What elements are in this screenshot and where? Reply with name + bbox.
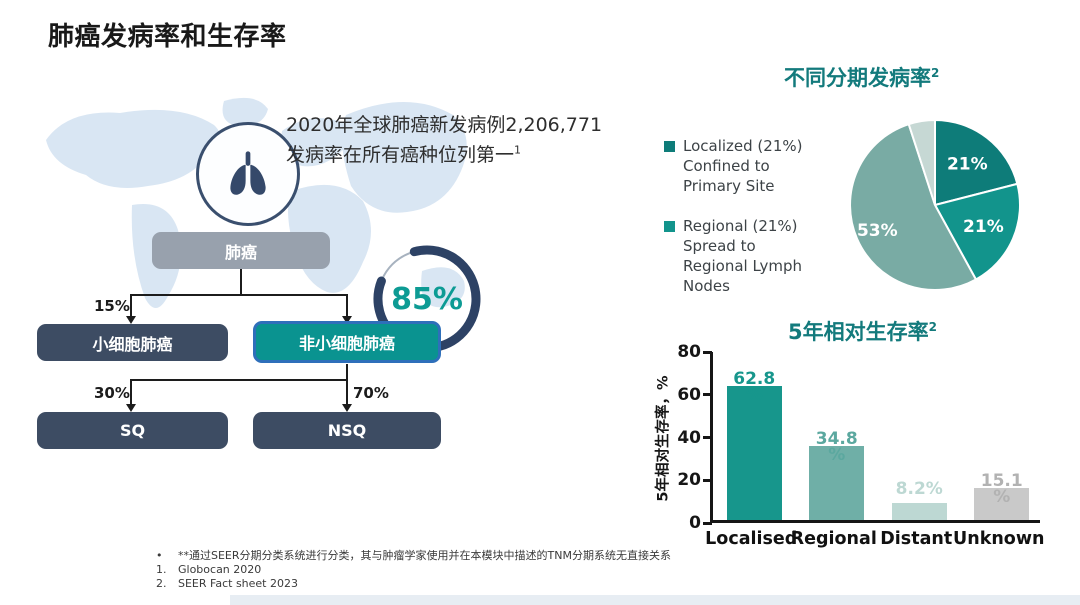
- legend-label: Localized (21%) Confined to Primary Site: [683, 137, 803, 195]
- bar-distant: [891, 502, 947, 520]
- footnote-ref-1: 1: [514, 144, 522, 158]
- pct-sclc: 15%: [94, 297, 130, 315]
- x-axis-label-distant: Distant: [880, 529, 953, 549]
- footnote-ref-2: 2: [928, 320, 937, 334]
- bottom-edge-strip: [230, 595, 1080, 605]
- flow-node-lung-cancer: 肺癌: [152, 232, 330, 269]
- flow-node-nsq: NSQ: [253, 412, 441, 449]
- world-map-image: [46, 97, 467, 309]
- connector-line: [346, 294, 348, 316]
- stage-chart-title: 不同分期发病率2: [784, 66, 940, 90]
- footnote-row: 1. Globocan 2020: [156, 563, 671, 577]
- footnote-ref-2: 2: [931, 66, 940, 80]
- stage-pie-chart: 21% 21% 53%: [849, 118, 1021, 291]
- overview-text: 2020年全球肺癌新发病例2,206,771 发病率在所有癌种位列第一1: [286, 110, 666, 171]
- legend-swatch-icon: [664, 221, 675, 233]
- x-axis-label-regional: Regional: [790, 529, 877, 549]
- legend-item: Regional (21%) Spread to Regional Lymph Nod…: [664, 217, 849, 296]
- connector-line: [346, 364, 348, 380]
- y-tick-label: 0: [689, 513, 701, 533]
- footnote-text: **通过SEER分期分类系统进行分类，其与肿瘤学家使用并在本模块中描述的TNM分…: [178, 549, 671, 562]
- connector-line: [130, 379, 132, 404]
- bar-value-label: 62.8%: [733, 368, 776, 405]
- arrow-down-icon: [126, 316, 136, 324]
- x-axis-label-localised: Localised: [705, 529, 798, 549]
- stage-pie-legend: Localized (21%) Confined to Primary Site Re…: [664, 137, 849, 318]
- legend-swatch-icon: [664, 141, 675, 152]
- bar-value-label: 34.8%: [815, 428, 858, 465]
- survival-bar-chart: 0 20 40 60 80 62.8% 34.8% 8.2% 15.1%: [677, 342, 1040, 533]
- bar-unknown: [974, 487, 1030, 520]
- bar-value-label: 8.2%: [895, 479, 943, 500]
- nsclc-share-value: 85%: [391, 281, 463, 317]
- y-tick-label: 40: [677, 427, 701, 448]
- arrow-down-icon: [126, 404, 136, 412]
- pie-slice-label: 53%: [857, 221, 898, 241]
- footnote-text: SEER Fact sheet 2023: [178, 577, 298, 590]
- connector-line: [130, 294, 348, 296]
- footnote-text: Globocan 2020: [178, 563, 262, 576]
- footnote-row: 2. SEER Fact sheet 2023: [156, 577, 671, 591]
- pct-sq: 30%: [94, 384, 130, 402]
- overview-line2: 发病率在所有癌种位列第一1: [286, 144, 522, 167]
- footnote-marker: 1.: [156, 563, 167, 576]
- pie-slice-0: [934, 118, 1019, 207]
- arrow-down-icon: [342, 316, 352, 324]
- connector-line: [130, 379, 348, 381]
- pie-slice-1: [933, 182, 1021, 281]
- connector-line: [240, 269, 242, 295]
- y-tick-mark: [703, 436, 712, 439]
- flow-node-sclc: 小细胞肺癌: [37, 324, 228, 361]
- lungs-icon: [196, 122, 300, 226]
- footnote-row: • **通过SEER分期分类系统进行分类，其与肿瘤学家使用并在本模块中描述的TNM…: [156, 549, 671, 563]
- y-tick-label: 80: [677, 342, 701, 362]
- pie-slice-label: 21%: [947, 154, 988, 174]
- overview-line1: 2020年全球肺癌新发病例2,206,771: [286, 114, 603, 136]
- y-tick-mark: [703, 521, 712, 525]
- pie-slice-2: [849, 122, 978, 291]
- footnote-marker: 2.: [156, 577, 167, 590]
- y-tick-mark: [703, 350, 712, 354]
- lungs-glyph: [230, 151, 266, 195]
- flow-node-nsclc: 非小细胞肺癌: [253, 321, 441, 363]
- page-title: 肺癌发病率和生存率: [48, 22, 287, 52]
- legend-label: Regional (21%) Spread to Regional Lymph Nod…: [683, 217, 802, 295]
- survival-chart-title: 5年相对生存率2: [788, 320, 937, 344]
- connector-line: [130, 294, 132, 316]
- bar-value-label: 15.1%: [980, 470, 1023, 507]
- legend-item: Localized (21%) Confined to Primary Site: [664, 137, 849, 196]
- arrow-down-icon: [342, 404, 352, 412]
- bar-regional: [809, 445, 865, 520]
- y-tick-label: 60: [677, 384, 701, 405]
- x-axis-label-unknown: Unknown: [953, 529, 1045, 549]
- connector-line: [346, 379, 348, 404]
- pie-slice-3: [907, 118, 936, 206]
- flow-node-sq: SQ: [37, 412, 228, 449]
- footnotes: • **通过SEER分期分类系统进行分类，其与肿瘤学家使用并在本模块中描述的TNM…: [156, 549, 671, 591]
- y-tick-mark: [703, 393, 712, 397]
- pct-nsq: 70%: [353, 384, 389, 402]
- y-tick-label: 20: [677, 470, 701, 491]
- bar-localised: [726, 385, 782, 520]
- footnote-marker: •: [156, 549, 163, 562]
- y-tick-mark: [703, 478, 712, 482]
- pie-slice-label: 21%: [963, 217, 1004, 237]
